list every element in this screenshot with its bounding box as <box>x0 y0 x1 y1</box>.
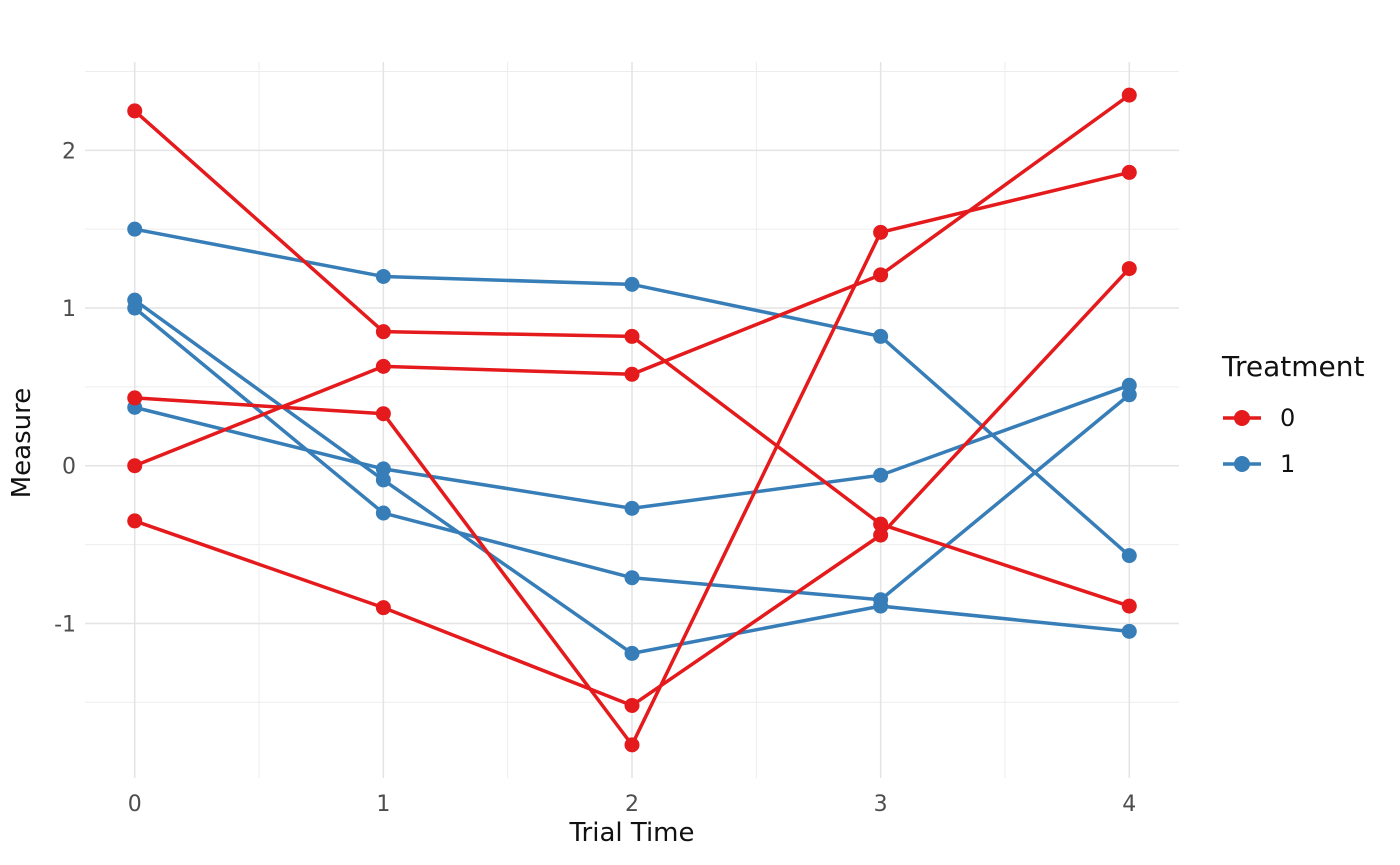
series-treatment1-subject-e <box>127 221 1137 564</box>
data-point <box>375 268 391 284</box>
data-point <box>873 467 889 483</box>
x-tick-label: 1 <box>376 792 390 817</box>
y-tick-label: 1 <box>62 297 76 322</box>
data-point <box>624 737 640 753</box>
legend-key-dot <box>1234 456 1250 472</box>
data-point <box>624 645 640 661</box>
x-tick-label: 0 <box>128 792 142 817</box>
data-point <box>127 458 143 474</box>
legend-title: Treatment <box>1222 350 1365 383</box>
data-point <box>1121 164 1137 180</box>
legend-key-icon <box>1223 410 1261 426</box>
data-point <box>127 103 143 119</box>
data-point <box>375 505 391 521</box>
data-point <box>1121 548 1137 564</box>
data-point <box>873 516 889 532</box>
series-treatment0-subject-c <box>127 164 1137 753</box>
data-point <box>127 513 143 529</box>
x-tick-labels: 0 1 2 3 4 <box>128 792 1137 817</box>
y-tick-label: 2 <box>62 139 76 164</box>
data-point <box>375 324 391 340</box>
legend-key-icon <box>1223 456 1261 472</box>
data-point <box>375 461 391 477</box>
data-point <box>624 366 640 382</box>
data-point <box>375 472 391 488</box>
data-point <box>1121 261 1137 277</box>
legend-entry-0: 0 <box>1222 403 1364 433</box>
data-point <box>873 224 889 240</box>
data-point <box>624 697 640 713</box>
series-treatment0-subject-a <box>127 103 1137 614</box>
data-point <box>375 406 391 422</box>
x-tick-label: 2 <box>625 792 639 817</box>
data-point <box>624 328 640 344</box>
data-point <box>127 300 143 316</box>
data-point <box>873 328 889 344</box>
x-axis-title: Trial Time <box>569 818 695 848</box>
legend-key-dot <box>1234 410 1250 426</box>
data-point <box>1121 377 1137 393</box>
legend-entry-label: 1 <box>1280 450 1296 478</box>
data-point <box>1121 598 1137 614</box>
legend-entry-label: 0 <box>1280 404 1296 432</box>
y-tick-labels: -1 0 1 2 <box>54 139 76 637</box>
data-point <box>1121 623 1137 639</box>
grid-major <box>85 62 1179 778</box>
data-point <box>1121 87 1137 103</box>
data-point <box>873 527 889 543</box>
series-treatment0-subject-d <box>127 261 1137 713</box>
data-point <box>624 570 640 586</box>
legend-entry-1: 1 <box>1222 449 1364 479</box>
x-tick-label: 4 <box>1122 792 1136 817</box>
data-point <box>873 267 889 283</box>
data-point <box>375 600 391 616</box>
data-point <box>624 500 640 516</box>
data-point <box>127 221 143 237</box>
x-tick-label: 3 <box>874 792 888 817</box>
y-tick-label: 0 <box>62 455 76 480</box>
data-point <box>873 592 889 608</box>
data-point <box>375 358 391 374</box>
y-axis-title: Measure <box>7 387 37 499</box>
y-tick-label: -1 <box>54 612 76 637</box>
data-point <box>624 276 640 292</box>
series-treatment0-subject-b <box>127 87 1137 474</box>
data-point <box>127 390 143 406</box>
